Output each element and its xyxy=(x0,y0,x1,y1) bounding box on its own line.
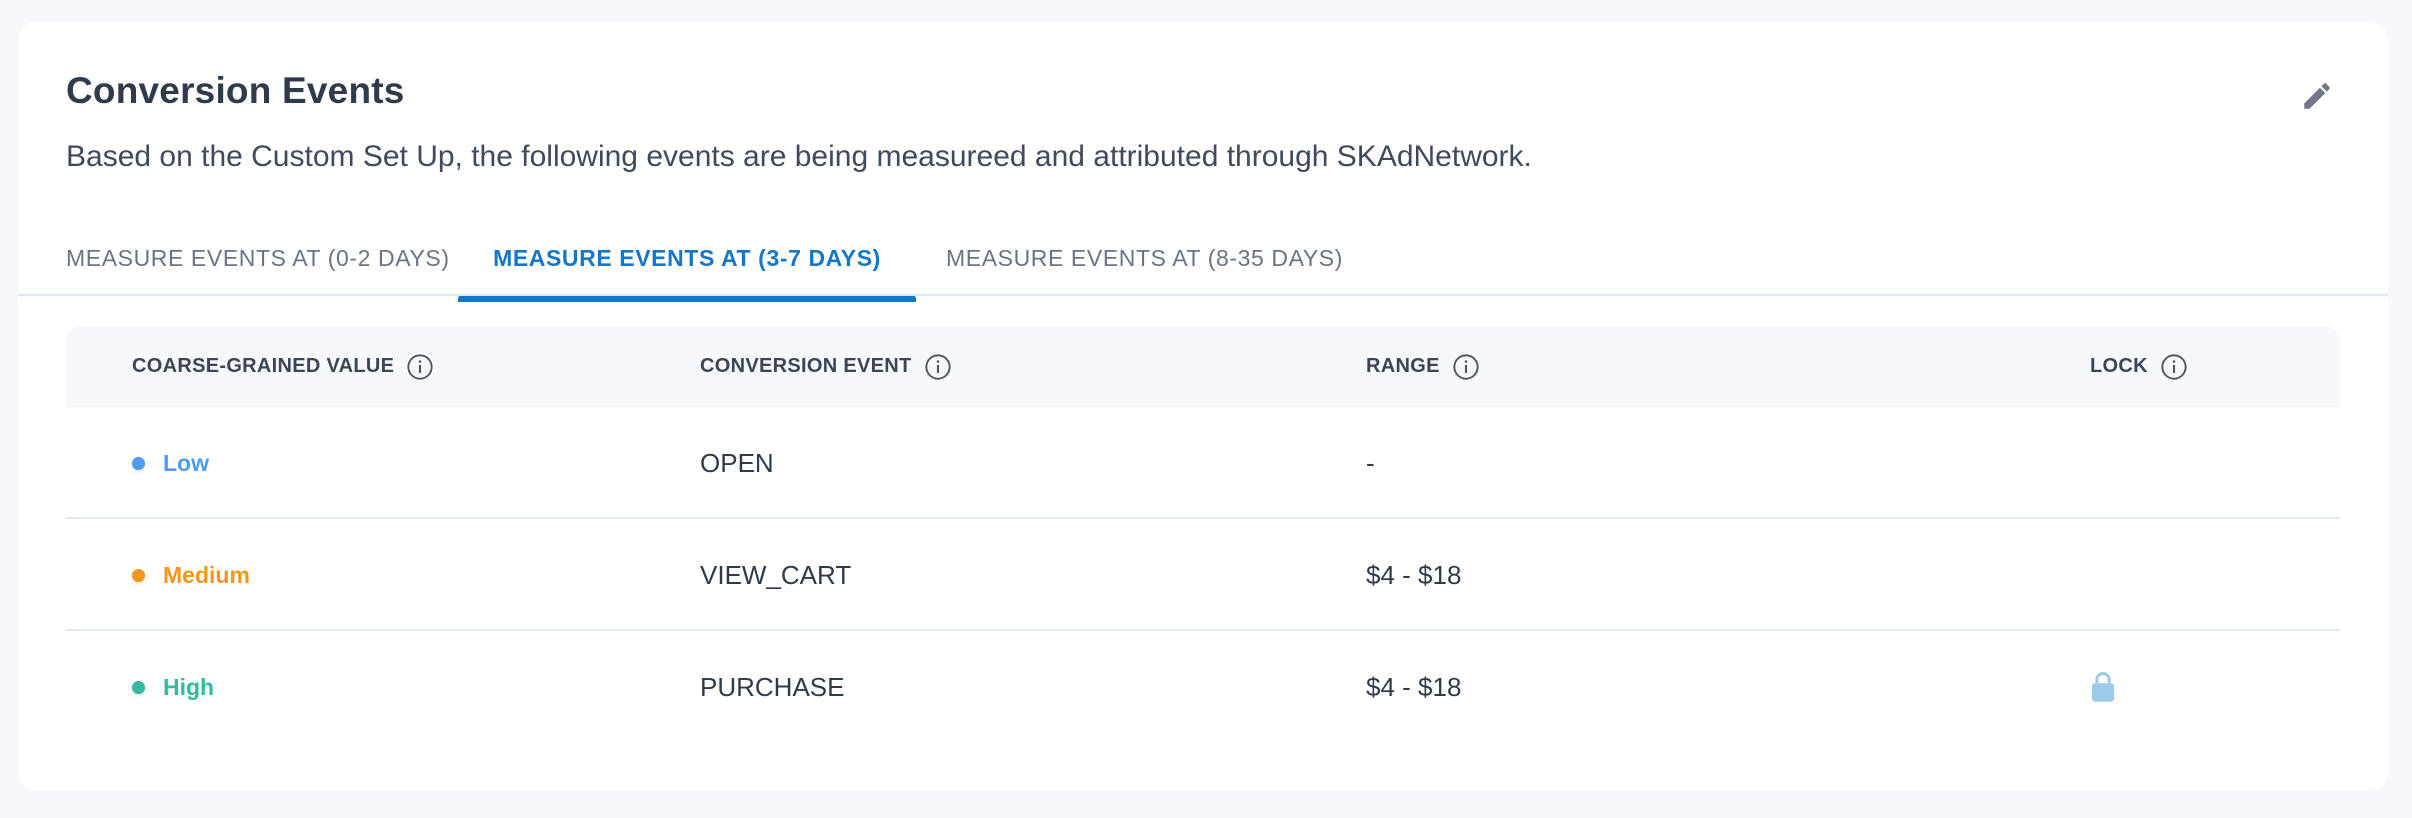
tab-divider xyxy=(18,294,2388,296)
conversion-events-card: Conversion Events Based on the Custom Se… xyxy=(18,22,2388,790)
info-icon[interactable] xyxy=(924,353,952,381)
tab-0-2-days[interactable]: MEASURE EVENTS AT (0-2 DAYS) xyxy=(66,222,450,295)
coarse-value-label: High xyxy=(163,673,215,700)
column-header-label: LOCK xyxy=(2090,355,2148,377)
tab-bar: MEASURE EVENTS AT (0-2 DAYS) MEASURE EVE… xyxy=(18,222,2388,317)
table-row: High PURCHASE $4 - $18 xyxy=(66,631,2340,743)
range-cell: - xyxy=(1366,447,1375,478)
column-header-label: RANGE xyxy=(1366,355,1440,377)
coarse-value-badge: Low xyxy=(132,450,209,477)
tab-label: MEASURE EVENTS AT (8-35 DAYS) xyxy=(946,245,1344,271)
lock-icon xyxy=(2091,672,2115,702)
edit-button[interactable] xyxy=(2295,74,2339,118)
table-row: Low OPEN - xyxy=(66,407,2340,519)
page-title: Conversion Events xyxy=(66,70,405,111)
status-dot xyxy=(132,568,145,582)
range-cell: $4 - $18 xyxy=(1366,671,1462,702)
card-header: Conversion Events Based on the Custom Se… xyxy=(18,22,2388,295)
coarse-value-label: Medium xyxy=(163,561,250,588)
status-dot xyxy=(132,456,145,470)
conversion-event-cell: PURCHASE xyxy=(700,671,845,702)
coarse-value-badge: Medium xyxy=(132,562,250,589)
page-subtitle: Based on the Custom Set Up, the followin… xyxy=(66,140,1532,173)
coarse-value-cell: Low xyxy=(132,407,209,519)
info-icon[interactable] xyxy=(2160,353,2188,381)
info-icon[interactable] xyxy=(406,353,434,381)
status-dot xyxy=(132,680,145,694)
coarse-value-badge: High xyxy=(132,674,214,701)
lock-cell xyxy=(2090,631,2116,743)
column-header-coarse-grained-value: COARSE-GRAINED VALUE xyxy=(132,326,434,407)
table-row: Medium VIEW_CART $4 - $18 xyxy=(66,519,2340,631)
column-header-label: COARSE-GRAINED VALUE xyxy=(132,355,395,377)
column-header-conversion-event: CONVERSION EVENT xyxy=(700,326,952,407)
coarse-value-cell: High xyxy=(132,631,214,743)
pencil-icon xyxy=(2304,83,2330,109)
table-header: COARSE-GRAINED VALUE CONVERSION EVENT RA… xyxy=(66,326,2340,407)
tab-label: MEASURE EVENTS AT (0-2 DAYS) xyxy=(66,245,450,271)
active-tab-indicator xyxy=(458,295,916,302)
info-icon[interactable] xyxy=(1452,353,1480,381)
coarse-value-label: Low xyxy=(163,449,209,476)
tab-8-35-days[interactable]: MEASURE EVENTS AT (8-35 DAYS) xyxy=(946,222,1343,295)
conversion-event-cell: VIEW_CART xyxy=(700,559,852,590)
tab-label: MEASURE EVENTS AT (3-7 DAYS) xyxy=(493,245,881,271)
coarse-value-cell: Medium xyxy=(132,519,250,631)
conversion-event-cell: OPEN xyxy=(700,447,774,478)
range-cell: $4 - $18 xyxy=(1366,559,1462,590)
lock-toggle[interactable] xyxy=(2090,671,2116,703)
column-header-label: CONVERSION EVENT xyxy=(700,355,912,377)
tab-3-7-days[interactable]: MEASURE EVENTS AT (3-7 DAYS) xyxy=(458,222,916,302)
column-header-range: RANGE xyxy=(1366,326,1480,407)
column-header-lock: LOCK xyxy=(2090,326,2188,407)
